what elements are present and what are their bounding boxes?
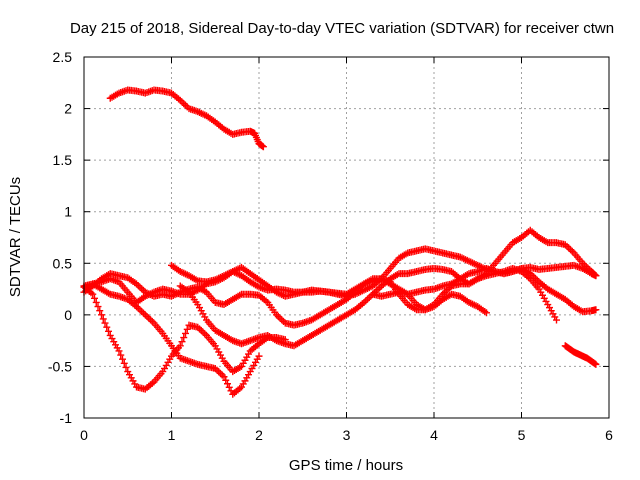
data-point — [176, 342, 184, 350]
y-tick-label: 2 — [64, 101, 72, 117]
series-track-g — [369, 264, 600, 316]
data-point — [92, 298, 100, 306]
series-track-tail — [561, 342, 600, 368]
series-track-e — [168, 245, 600, 300]
data-point — [115, 347, 123, 355]
data-point — [103, 323, 111, 331]
x-axis-label: GPS time / hours — [289, 457, 403, 474]
data-point — [96, 307, 104, 315]
data-point — [98, 311, 105, 319]
data-point — [591, 271, 599, 279]
data-point — [91, 294, 98, 302]
axis-ticks — [83, 56, 610, 419]
y-tick-label: 0 — [64, 307, 72, 323]
data-point — [119, 355, 126, 363]
data-point — [592, 360, 600, 368]
x-tick-labels: 0 1 2 3 4 5 6 — [80, 427, 613, 443]
y-tick-label: 0.5 — [53, 255, 73, 271]
x-tick-label: 4 — [430, 427, 438, 443]
data-point — [224, 380, 231, 388]
data-point — [178, 338, 186, 346]
data-point — [483, 309, 490, 317]
y-axis-label: SDTVAR / TECUs — [7, 177, 24, 297]
data-point — [592, 272, 600, 280]
y-tick-label: -0.5 — [48, 358, 72, 374]
data-point — [222, 376, 230, 384]
data-point — [225, 383, 233, 391]
data-point — [220, 373, 228, 381]
y-tick-label: -1 — [60, 410, 73, 426]
x-tick-label: 6 — [605, 427, 613, 443]
data-point — [105, 327, 112, 335]
x-tick-label: 0 — [80, 427, 88, 443]
data-point — [117, 351, 125, 359]
data-point — [255, 352, 263, 360]
data-point — [592, 306, 600, 314]
data-point — [180, 334, 188, 342]
series-track-high — [106, 86, 267, 151]
y-tick-label: 1 — [64, 204, 72, 220]
x-tick-label: 3 — [343, 427, 351, 443]
data-point — [101, 319, 109, 327]
data-point — [553, 316, 560, 324]
y-tick-label: 1.5 — [53, 152, 73, 168]
grid-lines — [84, 57, 609, 418]
x-tick-label: 1 — [168, 427, 176, 443]
y-tick-label: 2.5 — [53, 49, 73, 65]
data-point — [122, 363, 130, 371]
data-points — [80, 86, 600, 398]
series-track-d — [80, 280, 263, 398]
data-point — [259, 143, 267, 151]
y-tick-labels: -1 -0.5 0 0.5 1 1.5 2 2.5 — [48, 49, 72, 426]
data-point — [183, 325, 191, 333]
data-point — [99, 315, 107, 323]
data-point — [120, 359, 128, 367]
data-point — [94, 303, 102, 311]
data-point — [182, 329, 189, 337]
chart-title: Day 215 of 2018, Sidereal Day-to-day VTE… — [70, 20, 614, 37]
x-tick-label: 5 — [518, 427, 526, 443]
x-tick-label: 2 — [255, 427, 263, 443]
series-track-f — [176, 226, 600, 350]
data-point — [89, 290, 97, 298]
